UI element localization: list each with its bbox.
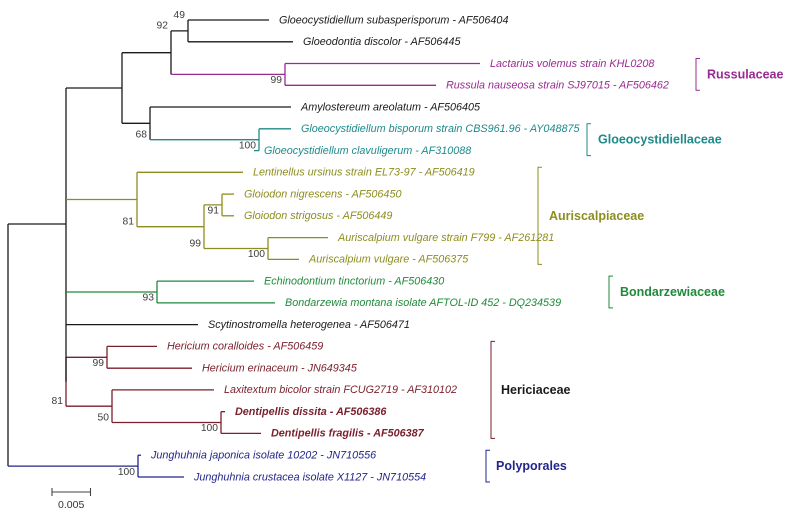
svg-text:Bondarzewia montana isolate AF: Bondarzewia montana isolate AFTOL-ID 452… (285, 297, 561, 309)
svg-text:100: 100 (118, 467, 135, 478)
svg-text:Auriscalpium vulgare - AF50637: Auriscalpium vulgare - AF506375 (308, 254, 469, 266)
svg-text:Lactarius volemus strain KHL02: Lactarius volemus strain KHL0208 (490, 58, 654, 70)
svg-text:Scytinostromella heterogenea -: Scytinostromella heterogenea - AF506471 (208, 319, 410, 331)
svg-text:Gloiodon nigrescens - AF506450: Gloiodon nigrescens - AF506450 (244, 188, 401, 200)
svg-text:Hericium coralloides - AF50645: Hericium coralloides - AF506459 (167, 341, 323, 353)
svg-text:100: 100 (201, 423, 218, 434)
svg-text:81: 81 (123, 217, 135, 228)
svg-text:Lentinellus ursinus strain EL7: Lentinellus ursinus strain EL73-97 - AF5… (253, 167, 475, 179)
svg-text:99: 99 (190, 238, 202, 249)
svg-text:99: 99 (271, 75, 283, 86)
svg-text:81: 81 (52, 396, 64, 407)
svg-text:Russulaceae: Russulaceae (707, 67, 783, 81)
svg-text:Auriscalpiaceae: Auriscalpiaceae (549, 209, 644, 223)
svg-text:92: 92 (157, 21, 169, 32)
svg-text:Hericium erinaceum - JN649345: Hericium erinaceum - JN649345 (202, 363, 358, 375)
svg-text:93: 93 (143, 293, 155, 304)
svg-text:Polyporales: Polyporales (496, 459, 567, 473)
svg-text:99: 99 (93, 358, 105, 369)
svg-text:100: 100 (248, 249, 265, 260)
svg-text:50: 50 (98, 412, 110, 423)
svg-text:Gloeocystidiellaceae: Gloeocystidiellaceae (598, 133, 722, 147)
svg-text:Gloiodon strigosus - AF506449: Gloiodon strigosus - AF506449 (244, 210, 392, 222)
svg-text:Gloeocystidiellum subasperispo: Gloeocystidiellum subasperisporum - AF50… (279, 14, 508, 26)
svg-text:68: 68 (136, 130, 148, 141)
svg-text:Gloeocystidiellum bisporum str: Gloeocystidiellum bisporum strain CBS961… (301, 123, 580, 135)
svg-text:Junghuhnia crustacea isolate X: Junghuhnia crustacea isolate X1127 - JN7… (193, 471, 426, 483)
svg-text:Laxitextum bicolor strain FCUG: Laxitextum bicolor strain FCUG2719 - AF3… (224, 384, 457, 396)
svg-text:Junghuhnia japonica isolate 10: Junghuhnia japonica isolate 10202 - JN71… (150, 450, 376, 462)
svg-text:Dentipellis dissita - AF506386: Dentipellis dissita - AF506386 (235, 406, 387, 418)
svg-text:100: 100 (239, 140, 256, 151)
svg-text:Auriscalpium vulgare strain F7: Auriscalpium vulgare strain F799 - AF261… (337, 232, 554, 244)
svg-text:0.005: 0.005 (58, 499, 84, 511)
svg-text:Gloeodontia discolor - AF50644: Gloeodontia discolor - AF506445 (303, 36, 461, 48)
svg-text:Russula nauseosa strain SJ9701: Russula nauseosa strain SJ97015 - AF5064… (446, 80, 669, 92)
svg-text:Dentipellis fragilis - AF50638: Dentipellis fragilis - AF506387 (271, 428, 425, 440)
svg-text:Gloeocystidiellum clavuligerum: Gloeocystidiellum clavuligerum - AF31008… (264, 145, 471, 157)
svg-text:Amylostereum areolatum - AF506: Amylostereum areolatum - AF506405 (300, 101, 481, 113)
svg-text:Bondarzewiaceae: Bondarzewiaceae (620, 285, 725, 299)
svg-text:91: 91 (208, 206, 220, 217)
svg-text:Echinodontium tinctorium - AF5: Echinodontium tinctorium - AF506430 (264, 275, 444, 287)
svg-text:49: 49 (174, 10, 186, 21)
svg-text:Hericiaceae: Hericiaceae (501, 383, 571, 397)
